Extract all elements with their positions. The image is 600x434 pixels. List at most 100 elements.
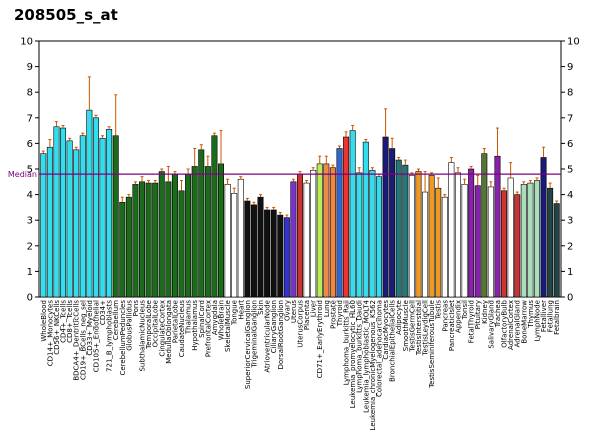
x-tick-label: FetalThyroid [468, 300, 476, 343]
x-tick-label: SalivaryGland [487, 300, 495, 349]
x-tick-label: CerebellumPeduncles [119, 300, 127, 376]
bar [382, 136, 389, 298]
x-tick-label: Trachea [494, 300, 502, 328]
x-tick-label: Leukemia_chronicMyelogenous_K562 [369, 300, 377, 430]
bar [454, 172, 461, 298]
bar [218, 163, 225, 298]
y-tick-label-left: 3 [27, 216, 33, 227]
x-tick-label: AdrenalGland [514, 300, 522, 347]
x-tick-label: SkeletalMuscle [224, 300, 232, 352]
x-tick-label: CaudateNucleus [178, 300, 186, 358]
bar [408, 175, 415, 298]
y-tick-label-left: 1 [27, 267, 33, 278]
bar [323, 163, 330, 298]
x-tick-label: Tonsil [461, 300, 469, 320]
bar [171, 173, 178, 298]
bar [362, 141, 369, 298]
x-tick-label: TestisInterstitial [415, 300, 423, 356]
x-tick-label: BronchialEpithelialCells [389, 300, 397, 382]
x-tick-label: SmoothMuscle [402, 300, 410, 351]
bar [92, 117, 99, 298]
chart-title: 208505_s_at [14, 6, 118, 24]
y-tick-label-left: 9 [27, 62, 33, 73]
y-tick-label-left: 6 [27, 139, 33, 150]
bar [277, 214, 284, 298]
bar [257, 196, 264, 298]
x-tick-label: Skin [257, 300, 265, 315]
y-tick-label-left: 2 [27, 241, 33, 252]
x-tick-label: 721_B_lymphoblasts [106, 300, 114, 372]
x-tick-label: AtrioventricularNode [264, 300, 272, 373]
x-tick-label: Pons [132, 300, 140, 317]
x-tick-label: CiliaryGanglion [270, 300, 278, 353]
bar [290, 181, 297, 298]
x-tick-label: Fetalliver [540, 300, 548, 332]
bar [112, 135, 119, 298]
x-tick-label: Colorectal_adenocarcinoma [375, 300, 383, 397]
bar [389, 148, 396, 298]
x-tick-label: Lymphoma_burkitts_Raji [343, 300, 351, 385]
x-tick-label: DorsalRootGanglion [277, 300, 285, 370]
x-tick-label: CD19+_BCells_neg_sel [79, 300, 87, 380]
bar [356, 172, 363, 298]
bar [461, 184, 468, 298]
bar [507, 177, 514, 298]
bar [428, 175, 435, 298]
bar [204, 166, 211, 298]
bar [435, 187, 442, 298]
bar [527, 182, 534, 298]
bar [132, 184, 139, 298]
bar [369, 169, 376, 298]
bar [237, 178, 244, 298]
x-tick-label: BoneMarrow [520, 300, 528, 344]
x-tick-label: OccipitalLobe [152, 300, 160, 347]
y-tick-label-left: 0 [27, 293, 33, 304]
x-tick-label: Tongue [231, 300, 239, 326]
bar [316, 163, 323, 298]
x-tick-label: BDCA4+_DentriticCells [73, 300, 81, 381]
bar [540, 157, 547, 298]
y-tick-label-right: 8 [567, 88, 573, 99]
bar [40, 153, 47, 298]
x-tick-label: Ovary [283, 300, 291, 321]
bar [158, 171, 165, 298]
x-tick-label: SuperiorCervicalGanglion [244, 300, 252, 389]
x-tick-label: Lymphoma_burkitts_Daudi [356, 300, 364, 393]
bar [73, 149, 80, 298]
x-tick-label: WholeBlood [40, 300, 48, 342]
bar [481, 153, 488, 298]
x-tick-label: Appendix [454, 300, 462, 333]
x-tick-label: Prostate [329, 300, 337, 329]
x-tick-label: Kidney [481, 300, 489, 324]
y-tick-label-right: 7 [567, 113, 573, 124]
bar [501, 190, 508, 298]
x-tick-label: PancreaticIslet [448, 300, 456, 351]
bar [474, 185, 481, 298]
bar [198, 149, 205, 298]
bar [86, 109, 93, 298]
x-tick-label: Amygdala [211, 300, 219, 335]
bar [336, 148, 343, 298]
bar [553, 203, 560, 298]
bar [185, 173, 192, 298]
x-tick-label: CingulateCortex [158, 300, 166, 357]
bar [343, 136, 350, 298]
x-tick-label: MedullaOblongata [165, 300, 173, 364]
bar [244, 200, 251, 298]
bar [375, 176, 382, 298]
bar [441, 196, 448, 298]
bar [448, 162, 455, 298]
x-tick-label: CD14+_Monocytes [46, 300, 54, 367]
x-tick-label: Lung [323, 300, 331, 317]
x-tick-label: UterusCorpus [297, 300, 305, 348]
y-tick-label-left: 10 [20, 37, 33, 48]
bar [422, 191, 429, 298]
y-tick-label-left: 7 [27, 113, 33, 124]
bar [119, 201, 126, 298]
x-tick-label: Thalamus [185, 300, 193, 335]
bar [487, 186, 494, 298]
bar [231, 193, 238, 298]
x-tick-label: PrefrontalCortex [204, 300, 212, 357]
